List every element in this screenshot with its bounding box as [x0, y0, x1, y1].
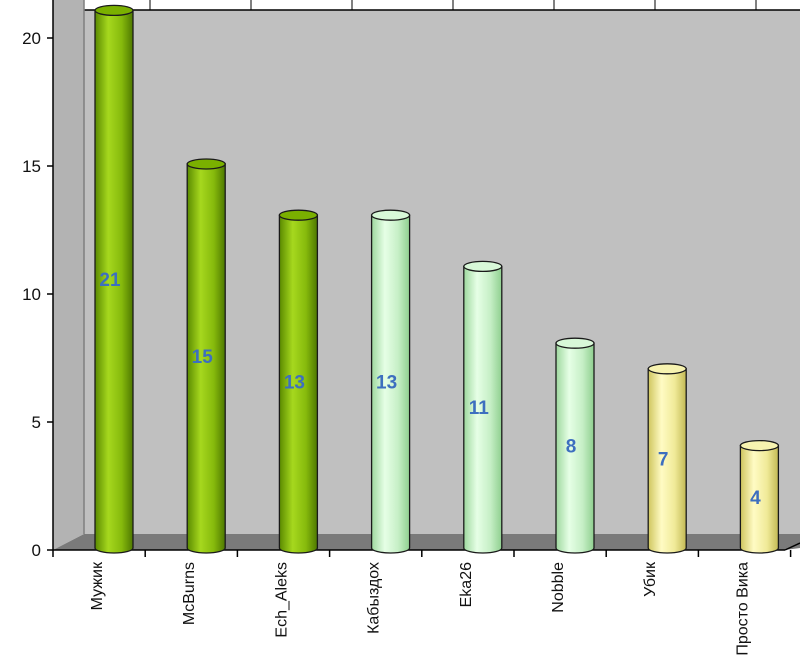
bar-7	[739, 439, 780, 554]
chart-top-strip	[0, 0, 800, 10]
chart-floor	[53, 534, 800, 550]
y-tick-label: 10	[22, 285, 41, 304]
y-tick-label: 15	[22, 157, 41, 176]
category-label: McBurns	[181, 562, 198, 625]
category-label: Nobble	[550, 562, 567, 613]
data-label: 15	[192, 347, 214, 368]
data-label: 13	[376, 373, 397, 394]
bar-top	[463, 260, 503, 273]
bar-top	[647, 363, 687, 375]
bar-1	[186, 158, 226, 554]
bar-body	[555, 342, 595, 554]
y-tick-label: 5	[32, 413, 41, 432]
bar-body	[647, 368, 687, 554]
chart-back-wall	[84, 10, 800, 534]
bar-top	[94, 4, 134, 17]
category-label: Мужик	[89, 561, 106, 610]
data-labels-group: 21 15 13 13 11 8 7 4	[99, 270, 761, 509]
bar-top	[370, 209, 411, 221]
bar-body	[463, 265, 503, 554]
category-label: Ech_Aleks	[273, 562, 290, 638]
bar-body	[94, 9, 134, 554]
category-label: Просто Вика	[734, 562, 751, 656]
bar-3	[370, 209, 411, 554]
y-axis-ticks: 0 5 10 15 20	[22, 29, 53, 560]
bar-body	[278, 214, 319, 554]
chart-side-wall	[53, 0, 84, 550]
category-label: Кабыздох	[366, 562, 383, 634]
data-label: 8	[566, 437, 577, 458]
bar-body	[370, 214, 411, 554]
top-ticks	[149, 0, 757, 10]
bar-0	[94, 4, 134, 554]
bar-body	[739, 444, 780, 554]
bar-top	[739, 439, 780, 452]
y-tick-label: 20	[22, 29, 41, 48]
bar-2	[278, 209, 319, 554]
bar-5	[555, 337, 595, 554]
data-label: 21	[99, 270, 121, 291]
bars-group	[94, 4, 780, 554]
data-label: 7	[658, 449, 669, 470]
category-label: Eka26	[458, 562, 475, 607]
data-label: 4	[750, 488, 761, 509]
bar-top	[278, 209, 319, 221]
category-labels-group: Мужик McBurns Ech_Aleks Кабыздох Eka26 Nobble…	[89, 561, 751, 656]
x-axis-ticks	[52, 550, 792, 557]
bar-top	[555, 337, 595, 349]
data-label: 13	[284, 373, 305, 394]
bar-4	[463, 260, 503, 554]
y-tick-label: 0	[32, 541, 41, 560]
bar-body	[186, 163, 226, 554]
bar-top	[186, 158, 226, 170]
data-label: 11	[469, 398, 490, 419]
bar-6	[647, 363, 687, 554]
category-label: Убик	[642, 561, 659, 597]
x-axis-depth-line	[784, 542, 800, 551]
